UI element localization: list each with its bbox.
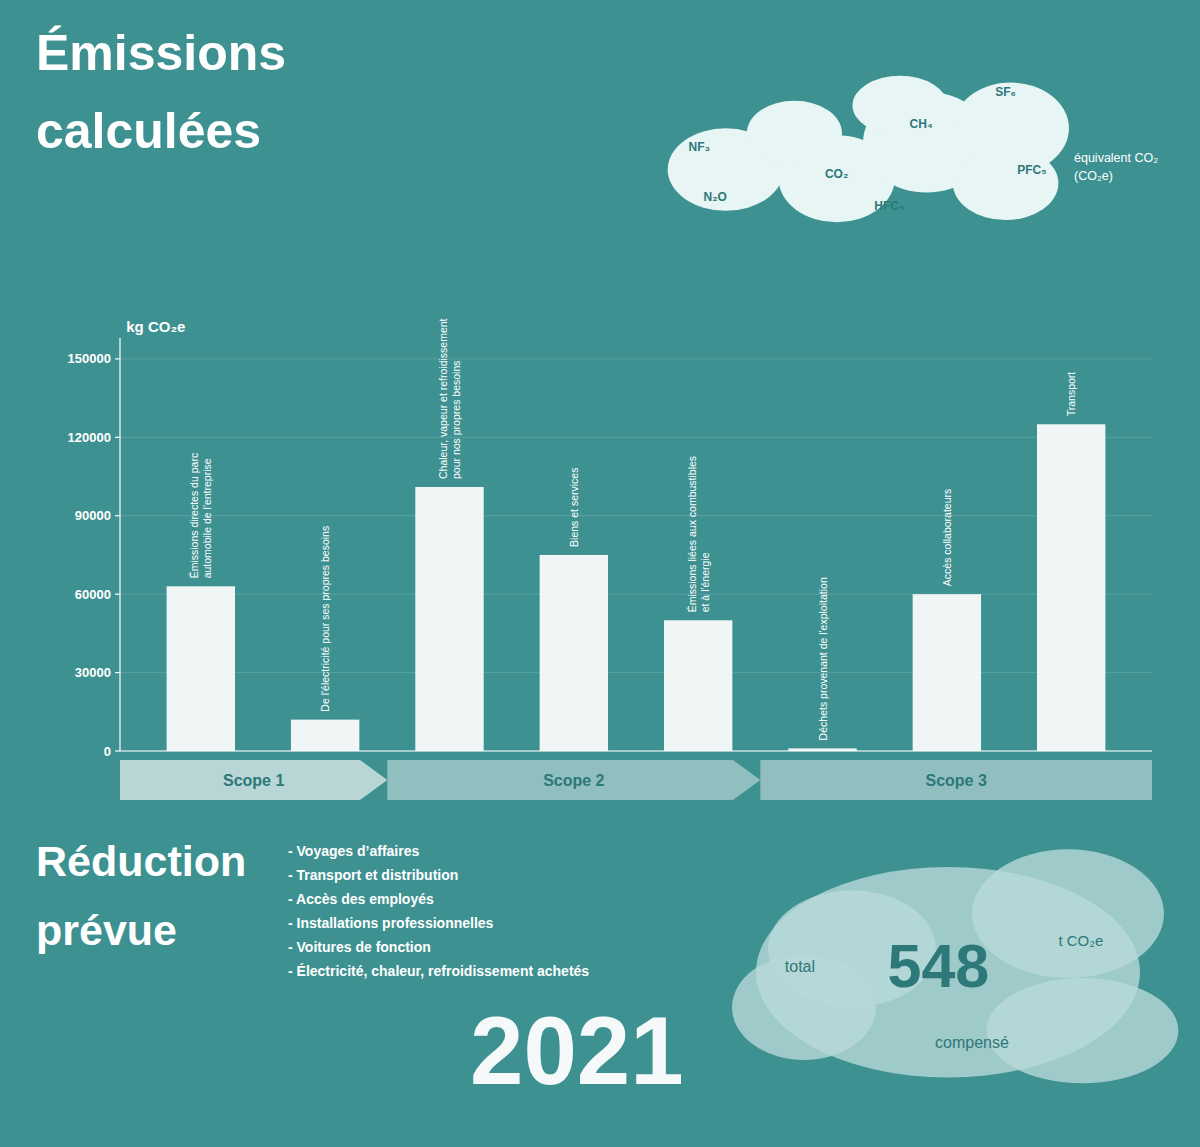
- molecule: SF₆: [995, 85, 1016, 99]
- category-label: De l'électricité pour ses propres besoin…: [319, 526, 331, 712]
- category-label: Déchets provenant de l'exploitation: [817, 577, 829, 740]
- category-label: Chaleur, vapeur et refroidissementpour n…: [437, 318, 462, 479]
- y-tick: [115, 515, 120, 516]
- category-label: Biens et services: [568, 468, 580, 547]
- text-line: Déchets provenant de l'exploitation: [817, 577, 829, 740]
- cloud-blob: [972, 849, 1164, 978]
- y-tick: [115, 358, 120, 359]
- text-line: Biens et services: [568, 468, 580, 547]
- molecule: CH₄: [910, 117, 933, 131]
- text-line: équivalent CO₂: [1074, 151, 1158, 165]
- scope-label: Scope 3: [925, 772, 986, 789]
- molecule: NF₃: [689, 140, 711, 154]
- cloud-blob: [747, 101, 842, 165]
- text-line: et à l'énergie: [699, 552, 711, 612]
- text-line: Émissions liées aux combustibles: [686, 456, 698, 612]
- scope-arrow: [120, 760, 387, 800]
- text-line: De l'électricité pour ses propres besoin…: [319, 526, 331, 712]
- total-cloud: [732, 849, 1178, 1083]
- category-label: Transport: [1065, 372, 1077, 417]
- grid: [120, 359, 1152, 751]
- bar: [1037, 424, 1105, 751]
- y-tick: [115, 750, 120, 751]
- y-tick: [115, 594, 120, 595]
- bar: [540, 555, 608, 751]
- scope-label: Scope 2: [543, 772, 604, 789]
- y-tick-label: 150000: [68, 351, 111, 366]
- scope-arrow: [387, 760, 760, 800]
- grid-line: [120, 672, 1152, 673]
- reduction-item: - Électricité, chaleur, refroidissement …: [288, 963, 589, 979]
- y-tick: [115, 437, 120, 438]
- text-line: Transport: [1065, 372, 1077, 417]
- reduction-item: - Voitures de fonction: [288, 939, 431, 955]
- bar: [291, 720, 359, 751]
- y-axis: [119, 338, 120, 751]
- text-line: Accès collaborateurs: [941, 489, 953, 586]
- molecule-note: équivalent CO₂ (CO₂e): [1074, 151, 1158, 183]
- cloud-blob: [986, 978, 1178, 1083]
- molecule: N₂O: [704, 190, 727, 204]
- y-tick-label: 120000: [68, 430, 111, 445]
- reduction-title: prévue: [36, 906, 177, 954]
- text-line: automobile de l'entreprise: [201, 458, 213, 578]
- molecule-cloud: [668, 76, 1069, 223]
- bars: [167, 424, 1106, 751]
- grid-line: [120, 594, 1152, 595]
- scope-arrow: [760, 760, 1152, 800]
- cloud-blob: [852, 76, 947, 136]
- background: [0, 0, 1200, 1147]
- bar: [913, 594, 981, 751]
- scope-label: Scope 1: [223, 772, 284, 789]
- category-label: Accès collaborateurs: [941, 489, 953, 586]
- molecule: PFC₅: [1017, 163, 1047, 177]
- grid-line: [120, 437, 1152, 438]
- grid-line: [120, 751, 1152, 752]
- reduction-item: - Accès des employés: [288, 891, 434, 907]
- year: 2021: [470, 997, 684, 1104]
- bar: [664, 620, 732, 751]
- category-label: Émissions directes du parcautomobile de …: [188, 453, 213, 578]
- x-axis: [120, 750, 1152, 751]
- bar: [167, 586, 235, 751]
- reduction-title: Réduction: [36, 837, 246, 885]
- cloud-blob: [953, 147, 1059, 220]
- bar: [415, 487, 483, 751]
- infographic: Émissions calculées 0 30000 60000 90000 120000…: [0, 0, 1200, 1147]
- grid-line: [120, 515, 1152, 516]
- molecule: HFC₅: [874, 199, 904, 213]
- y-tick: [115, 672, 120, 673]
- y-label: kg CO₂e: [126, 318, 185, 335]
- title: Émissions: [36, 25, 286, 81]
- cloud-blob: [732, 955, 876, 1060]
- total-note: compensé: [935, 1034, 1009, 1051]
- text-line: Émissions directes du parc: [188, 453, 200, 578]
- text-line: Chaleur, vapeur et refroidissement: [437, 318, 449, 479]
- title: calculées: [36, 103, 261, 159]
- text-line: pour nos propres besoins: [450, 360, 462, 479]
- category-label: Émissions liées aux combustibleset à l'é…: [686, 456, 711, 612]
- reduction-item: - Installations professionnelles: [288, 915, 494, 931]
- molecule: CO₂: [825, 167, 848, 181]
- y-tick-label: 0: [104, 744, 111, 759]
- total-label: total: [785, 958, 815, 975]
- total-unit: t CO₂e: [1058, 932, 1103, 949]
- y-tick-label: 60000: [75, 587, 111, 602]
- reduction-item: - Voyages d’affaires: [288, 843, 419, 859]
- reduction-item: - Transport et distribution: [288, 867, 458, 883]
- y-tick-label: 30000: [75, 665, 111, 680]
- total-value: 548: [888, 932, 990, 1000]
- text-line: (CO₂e): [1074, 169, 1113, 183]
- y-tick-label: 90000: [75, 508, 111, 523]
- grid-line: [120, 358, 1152, 359]
